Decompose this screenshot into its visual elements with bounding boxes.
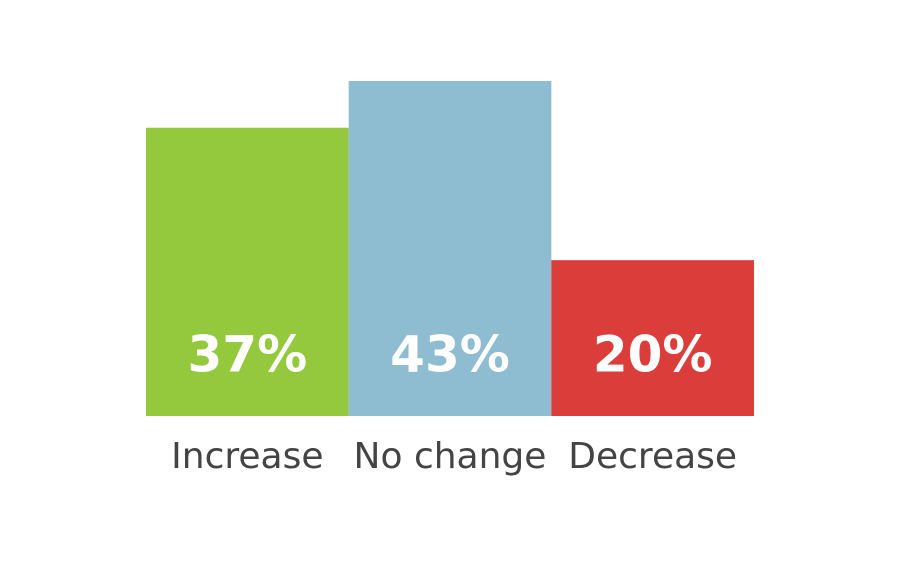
category-label: Decrease [568,436,737,477]
value-label: 43% [390,326,510,384]
bar [551,260,754,416]
value-label: 37% [187,326,307,384]
value-label: 20% [593,326,713,384]
bar [146,127,349,416]
bar [348,81,552,416]
category-label: Increase [171,436,323,477]
category-label: No change [354,436,547,477]
